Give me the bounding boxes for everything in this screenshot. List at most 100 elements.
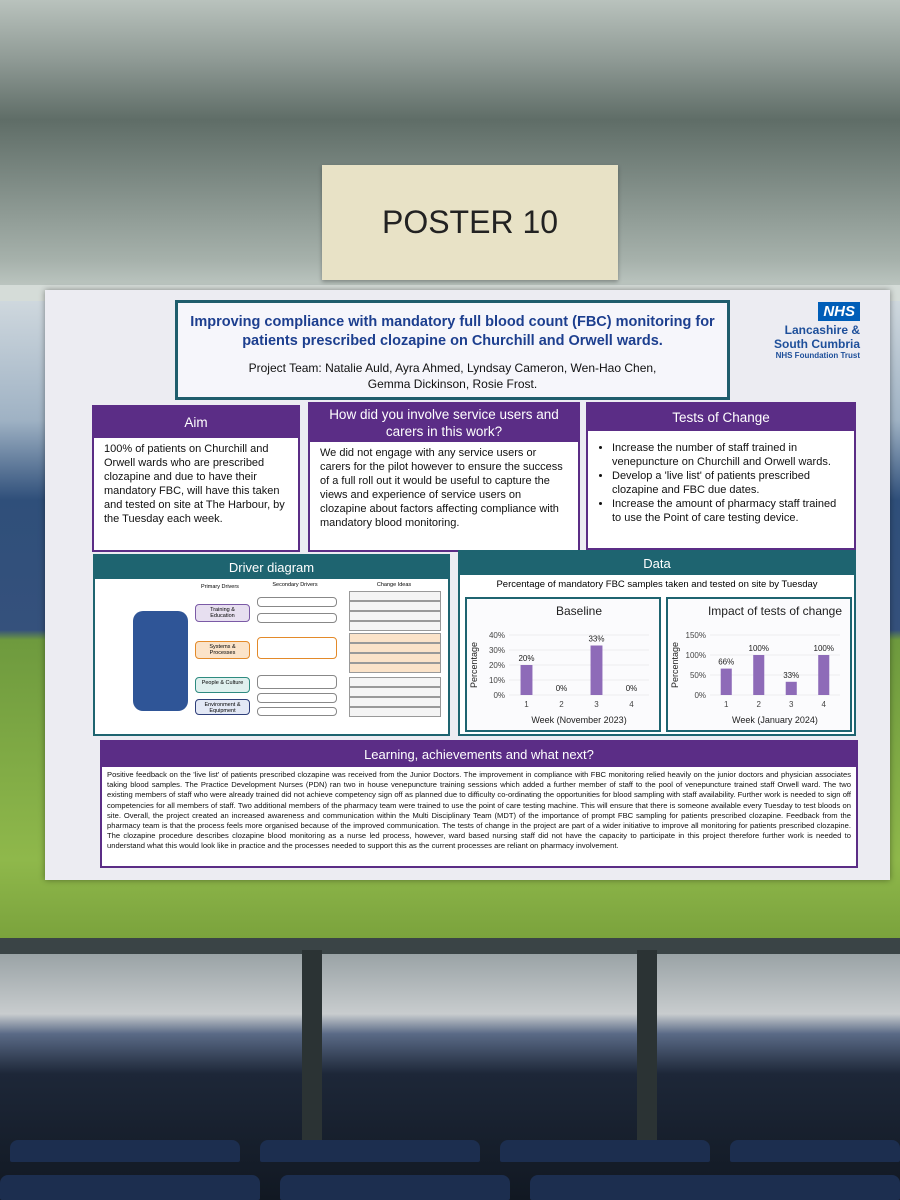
x-tick-label: 4: [822, 700, 827, 709]
change-idea: [349, 601, 441, 611]
y-tick-label: 150%: [686, 631, 706, 640]
change-idea: [349, 591, 441, 601]
org-name: Lancashire & South Cumbria: [774, 323, 860, 351]
value-label: 66%: [718, 658, 734, 667]
section-text: 100% of patients on Churchill and Orwell…: [104, 443, 285, 525]
section-heading: How did you involve service users and ca…: [310, 404, 578, 442]
seat-row: [260, 1140, 480, 1162]
change-idea: [349, 707, 441, 717]
list: Increase the number of staff trained in …: [598, 441, 844, 525]
section-list: Increase the number of staff trained in …: [588, 431, 854, 529]
driver-node: Systems & Processes: [195, 641, 250, 659]
bar: [720, 668, 732, 695]
section-heading: Aim: [94, 407, 298, 438]
y-tick-label: 50%: [690, 671, 706, 680]
change-idea: [349, 697, 441, 707]
value-label: 0%: [626, 684, 638, 693]
change-idea: [349, 643, 441, 653]
seat-row: [530, 1175, 900, 1200]
secondary-node: [257, 637, 337, 659]
driver-node: People & Culture: [195, 677, 250, 693]
section-text: Positive feedback on the 'live list' of …: [107, 770, 851, 851]
y-tick-label: 30%: [489, 646, 505, 655]
seat-row: [730, 1140, 900, 1162]
section-heading: Driver diagram: [95, 556, 448, 579]
tests-section: Tests of Change Increase the number of s…: [586, 402, 856, 550]
value-label: 0%: [556, 684, 568, 693]
list-item: Increase the number of staff trained in …: [612, 441, 844, 469]
y-tick-label: 40%: [489, 631, 505, 640]
stand: [0, 954, 900, 1200]
seat-row: [280, 1175, 510, 1200]
change-idea: [349, 653, 441, 663]
column-header: Primary Drivers: [201, 584, 239, 590]
chart-title: Impact of tests of change: [708, 604, 842, 618]
project-team: Project Team: Natalie Auld, Ayra Ahmed, …: [248, 361, 657, 391]
poster: Improving compliance with mandatory full…: [45, 290, 890, 880]
x-tick-label: 2: [559, 700, 564, 709]
change-idea: [349, 621, 441, 631]
y-tick-label: 20%: [489, 661, 505, 670]
poster-title: Improving compliance with mandatory full…: [190, 314, 715, 349]
secondary-node: [257, 597, 337, 607]
section-text: We did not engage with any service users…: [320, 447, 563, 529]
bar: [753, 655, 765, 695]
involvement-section: How did you involve service users and ca…: [308, 402, 580, 552]
change-idea: [349, 687, 441, 697]
value-label: 33%: [588, 635, 604, 644]
chart-panel: Impact of tests of change Percentage Week …: [666, 597, 852, 732]
secondary-node: [257, 693, 337, 703]
value-label: 100%: [749, 644, 769, 653]
bar: [590, 645, 603, 695]
data-section: Data Percentage of mandatory FBC samples…: [458, 550, 856, 736]
aim-section: Aim 100% of patients on Churchill and Or…: [92, 405, 300, 552]
title-box: Improving compliance with mandatory full…: [175, 300, 730, 400]
y-tick-label: 0%: [493, 691, 505, 700]
change-idea: [349, 611, 441, 621]
seat-row: [10, 1140, 240, 1162]
secondary-node: [257, 675, 337, 689]
x-axis-label: Week (November 2023): [531, 715, 626, 725]
change-idea: [349, 677, 441, 687]
value-label: 33%: [783, 671, 799, 680]
secondary-node: [257, 707, 337, 716]
list-item: Develop a 'live list' of patients prescr…: [612, 469, 844, 497]
x-tick-label: 3: [789, 700, 794, 709]
section-heading: Learning, achievements and what next?: [102, 742, 856, 767]
change-idea: [349, 663, 441, 673]
list-item: Increase the amount of pharmacy staff tr…: [612, 497, 844, 525]
logo: NHS Lancashire & South Cumbria NHS Found…: [750, 302, 860, 360]
change-idea: [349, 633, 441, 643]
y-tick-label: 10%: [489, 676, 505, 685]
chart: Impact of tests of change Percentage Week …: [670, 604, 842, 725]
y-axis-label: Percentage: [670, 642, 680, 688]
poster-number-sign: POSTER 10: [322, 165, 618, 280]
y-tick-label: 100%: [686, 651, 706, 660]
x-tick-label: 1: [524, 700, 529, 709]
y-axis-label: Percentage: [469, 642, 479, 688]
value-label: 20%: [518, 654, 534, 663]
y-tick-label: 0%: [694, 691, 706, 700]
chart-panel: Baseline Percentage Week (November 2023) 0%…: [465, 597, 661, 732]
bar: [818, 655, 830, 695]
column-header: Change Ideas: [376, 582, 412, 588]
x-axis-label: Week (January 2024): [732, 715, 818, 725]
x-tick-label: 4: [629, 700, 634, 709]
railing-post: [302, 950, 322, 1140]
driver-section: Driver diagram Primary Drivers Secondary…: [93, 554, 450, 736]
driver-node: Training & Education: [195, 604, 250, 622]
column-header: Secondary Drivers: [272, 582, 318, 588]
section-heading: Data: [460, 552, 854, 575]
value-label: 100%: [814, 644, 834, 653]
learning-section: Learning, achievements and what next? Po…: [100, 740, 858, 868]
bar: [785, 681, 797, 695]
railing-post: [637, 950, 657, 1140]
railing: [0, 938, 900, 954]
seat-row: [500, 1140, 710, 1162]
x-tick-label: 2: [757, 700, 762, 709]
chart-caption: Percentage of mandatory FBC samples take…: [496, 579, 818, 590]
seat-row: [0, 1175, 260, 1200]
secondary-node: [257, 613, 337, 623]
